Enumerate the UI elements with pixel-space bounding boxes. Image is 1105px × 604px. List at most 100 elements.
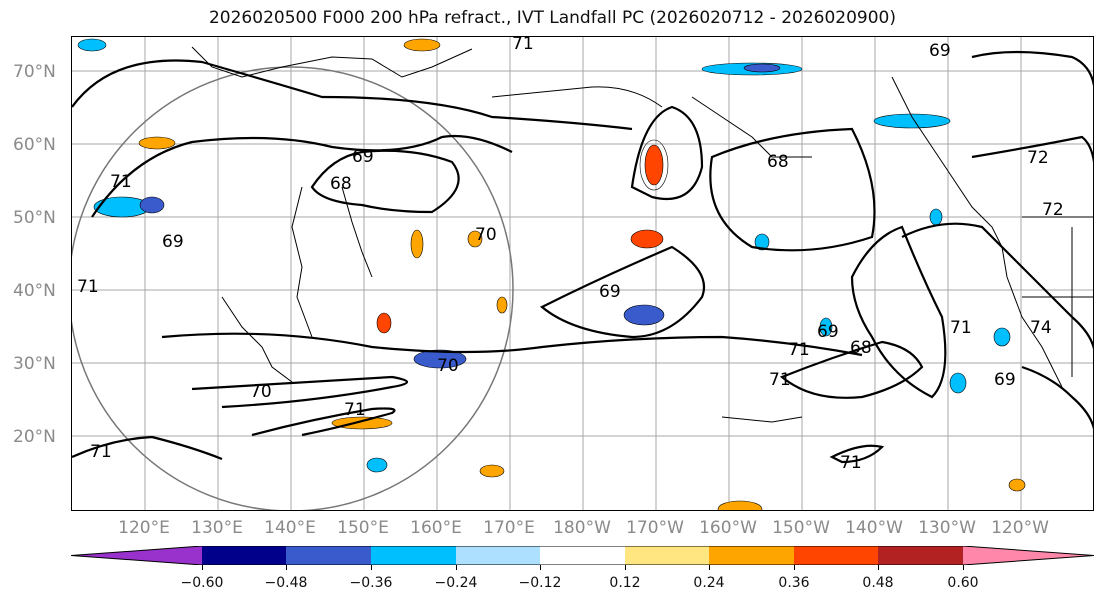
contour-line (1021, 365, 1093, 430)
patch-pos (1008, 478, 1026, 492)
lon-label-150e: 150°E (337, 518, 389, 538)
contour-label: 71 (512, 37, 534, 54)
coastlines (191, 46, 1093, 423)
colorbar-tick-label: −0.48 (264, 575, 308, 591)
lon-label-140w: 140°W (845, 518, 903, 538)
patch-neg (993, 327, 1011, 347)
colorbar-tickmark (963, 565, 964, 570)
colorbar-tickmark (625, 565, 626, 570)
colorbar-segment (963, 546, 1094, 565)
contour-line (540, 245, 706, 339)
patch-pos (496, 296, 508, 314)
colorbar-tickmark (371, 565, 372, 570)
patch-neg-core (413, 349, 467, 369)
contour-label: 70 (475, 225, 497, 245)
lat-label-40n: 40°N (13, 281, 56, 301)
patch-pos-strong (630, 229, 664, 249)
colorbar-tickmark (540, 565, 541, 570)
lat-label-30n: 30°N (13, 354, 56, 374)
patch-neg-core (623, 304, 665, 326)
contour-label: 69 (352, 147, 374, 167)
colorbar-tickmark (709, 565, 710, 570)
contour-label: 71 (788, 340, 810, 360)
colorbar-segments (71, 546, 1094, 565)
contour-label: 74 (1030, 318, 1052, 338)
contour-line (191, 375, 409, 409)
patch-neg (366, 457, 388, 473)
contour-line (91, 134, 513, 218)
map-panel: 71 69 68 69 70 69 70 70 71 71 71 71 69 6… (71, 36, 1094, 511)
landfall-circle (72, 66, 514, 510)
contour-line (251, 407, 396, 437)
patch-neg (77, 38, 107, 52)
contour-label: 71 (344, 400, 366, 420)
patch-pos (467, 230, 483, 248)
patch-pos (403, 38, 441, 52)
colorbar-tick-label: 0.24 (693, 575, 725, 591)
patch-pos (410, 229, 424, 259)
contour-label: 69 (994, 370, 1016, 390)
contour-label: 71 (840, 453, 862, 473)
contour-label: 69 (929, 41, 951, 61)
chart-title: 2026020500 F000 200 hPa refract., IVT La… (208, 8, 896, 28)
colorbar-tick-label: 0.12 (609, 575, 641, 591)
colorbar-tickmark (878, 565, 879, 570)
lat-label-60n: 60°N (13, 135, 56, 155)
colorbar-tickmark (794, 565, 795, 570)
patch-neg (929, 208, 943, 226)
contour-label: 72 (1042, 200, 1064, 220)
lon-label-150w: 150°W (772, 518, 830, 538)
colorbar-tick-label: 0.48 (862, 575, 894, 591)
patch-pos (639, 139, 669, 191)
patch-neg-core (743, 63, 781, 73)
contour-line (630, 105, 704, 201)
patch-neg-core (139, 196, 165, 214)
patch-pos (479, 464, 505, 478)
shaded-anomalies (77, 38, 1026, 510)
map-svg: 71 69 68 69 70 69 70 70 71 71 71 71 69 6… (72, 37, 1093, 510)
colorbar-segment (540, 546, 625, 565)
colorbar-segment (878, 546, 963, 565)
contour-line (709, 127, 876, 252)
contour-line (901, 222, 1093, 350)
colorbar (71, 546, 1094, 565)
lon-label-120w: 120°W (991, 518, 1049, 538)
contour-label: 71 (90, 442, 112, 462)
contour-line (161, 332, 863, 357)
patch-neg (819, 317, 833, 337)
contour-line (72, 59, 633, 131)
contour-line (850, 225, 947, 399)
patch-neg (949, 372, 967, 394)
contour-label: 71 (769, 370, 791, 390)
colorbar-tickmark (456, 565, 457, 570)
lon-label-170e: 170°E (483, 518, 535, 538)
patch-pos-strong (644, 144, 664, 186)
contour-label: 69 (162, 232, 184, 252)
colorbar-tick-label: 0.36 (778, 575, 810, 591)
contour-line (829, 444, 885, 464)
lon-label-130w: 130°W (918, 518, 976, 538)
lon-label-130e: 130°E (191, 518, 243, 538)
colorbar-segment (71, 546, 202, 565)
contour-labels: 71 69 68 69 70 69 70 70 71 71 71 71 69 6… (77, 37, 1064, 473)
patch-pos (717, 500, 763, 510)
lon-label-120e: 120°E (118, 518, 170, 538)
contour-line (310, 149, 460, 214)
colorbar-segment (794, 546, 878, 565)
patch-neg (754, 233, 770, 251)
contour-line (971, 135, 1093, 163)
colorbar-tick-label: −0.12 (518, 575, 562, 591)
colorbar-tickmark (202, 565, 203, 570)
lon-label-160e: 160°E (410, 518, 462, 538)
lat-label-50n: 50°N (13, 208, 56, 228)
colorbar-segment (371, 546, 456, 565)
contour-line (72, 435, 223, 461)
lat-label-20n: 20°N (13, 427, 56, 447)
colorbar-segment (625, 546, 709, 565)
contour-line (779, 340, 924, 399)
graticule (72, 37, 1093, 510)
contour-label: 68 (850, 338, 872, 358)
contour-label: 69 (817, 322, 839, 342)
patch-pos (138, 136, 176, 150)
contour-label: 70 (250, 382, 272, 402)
